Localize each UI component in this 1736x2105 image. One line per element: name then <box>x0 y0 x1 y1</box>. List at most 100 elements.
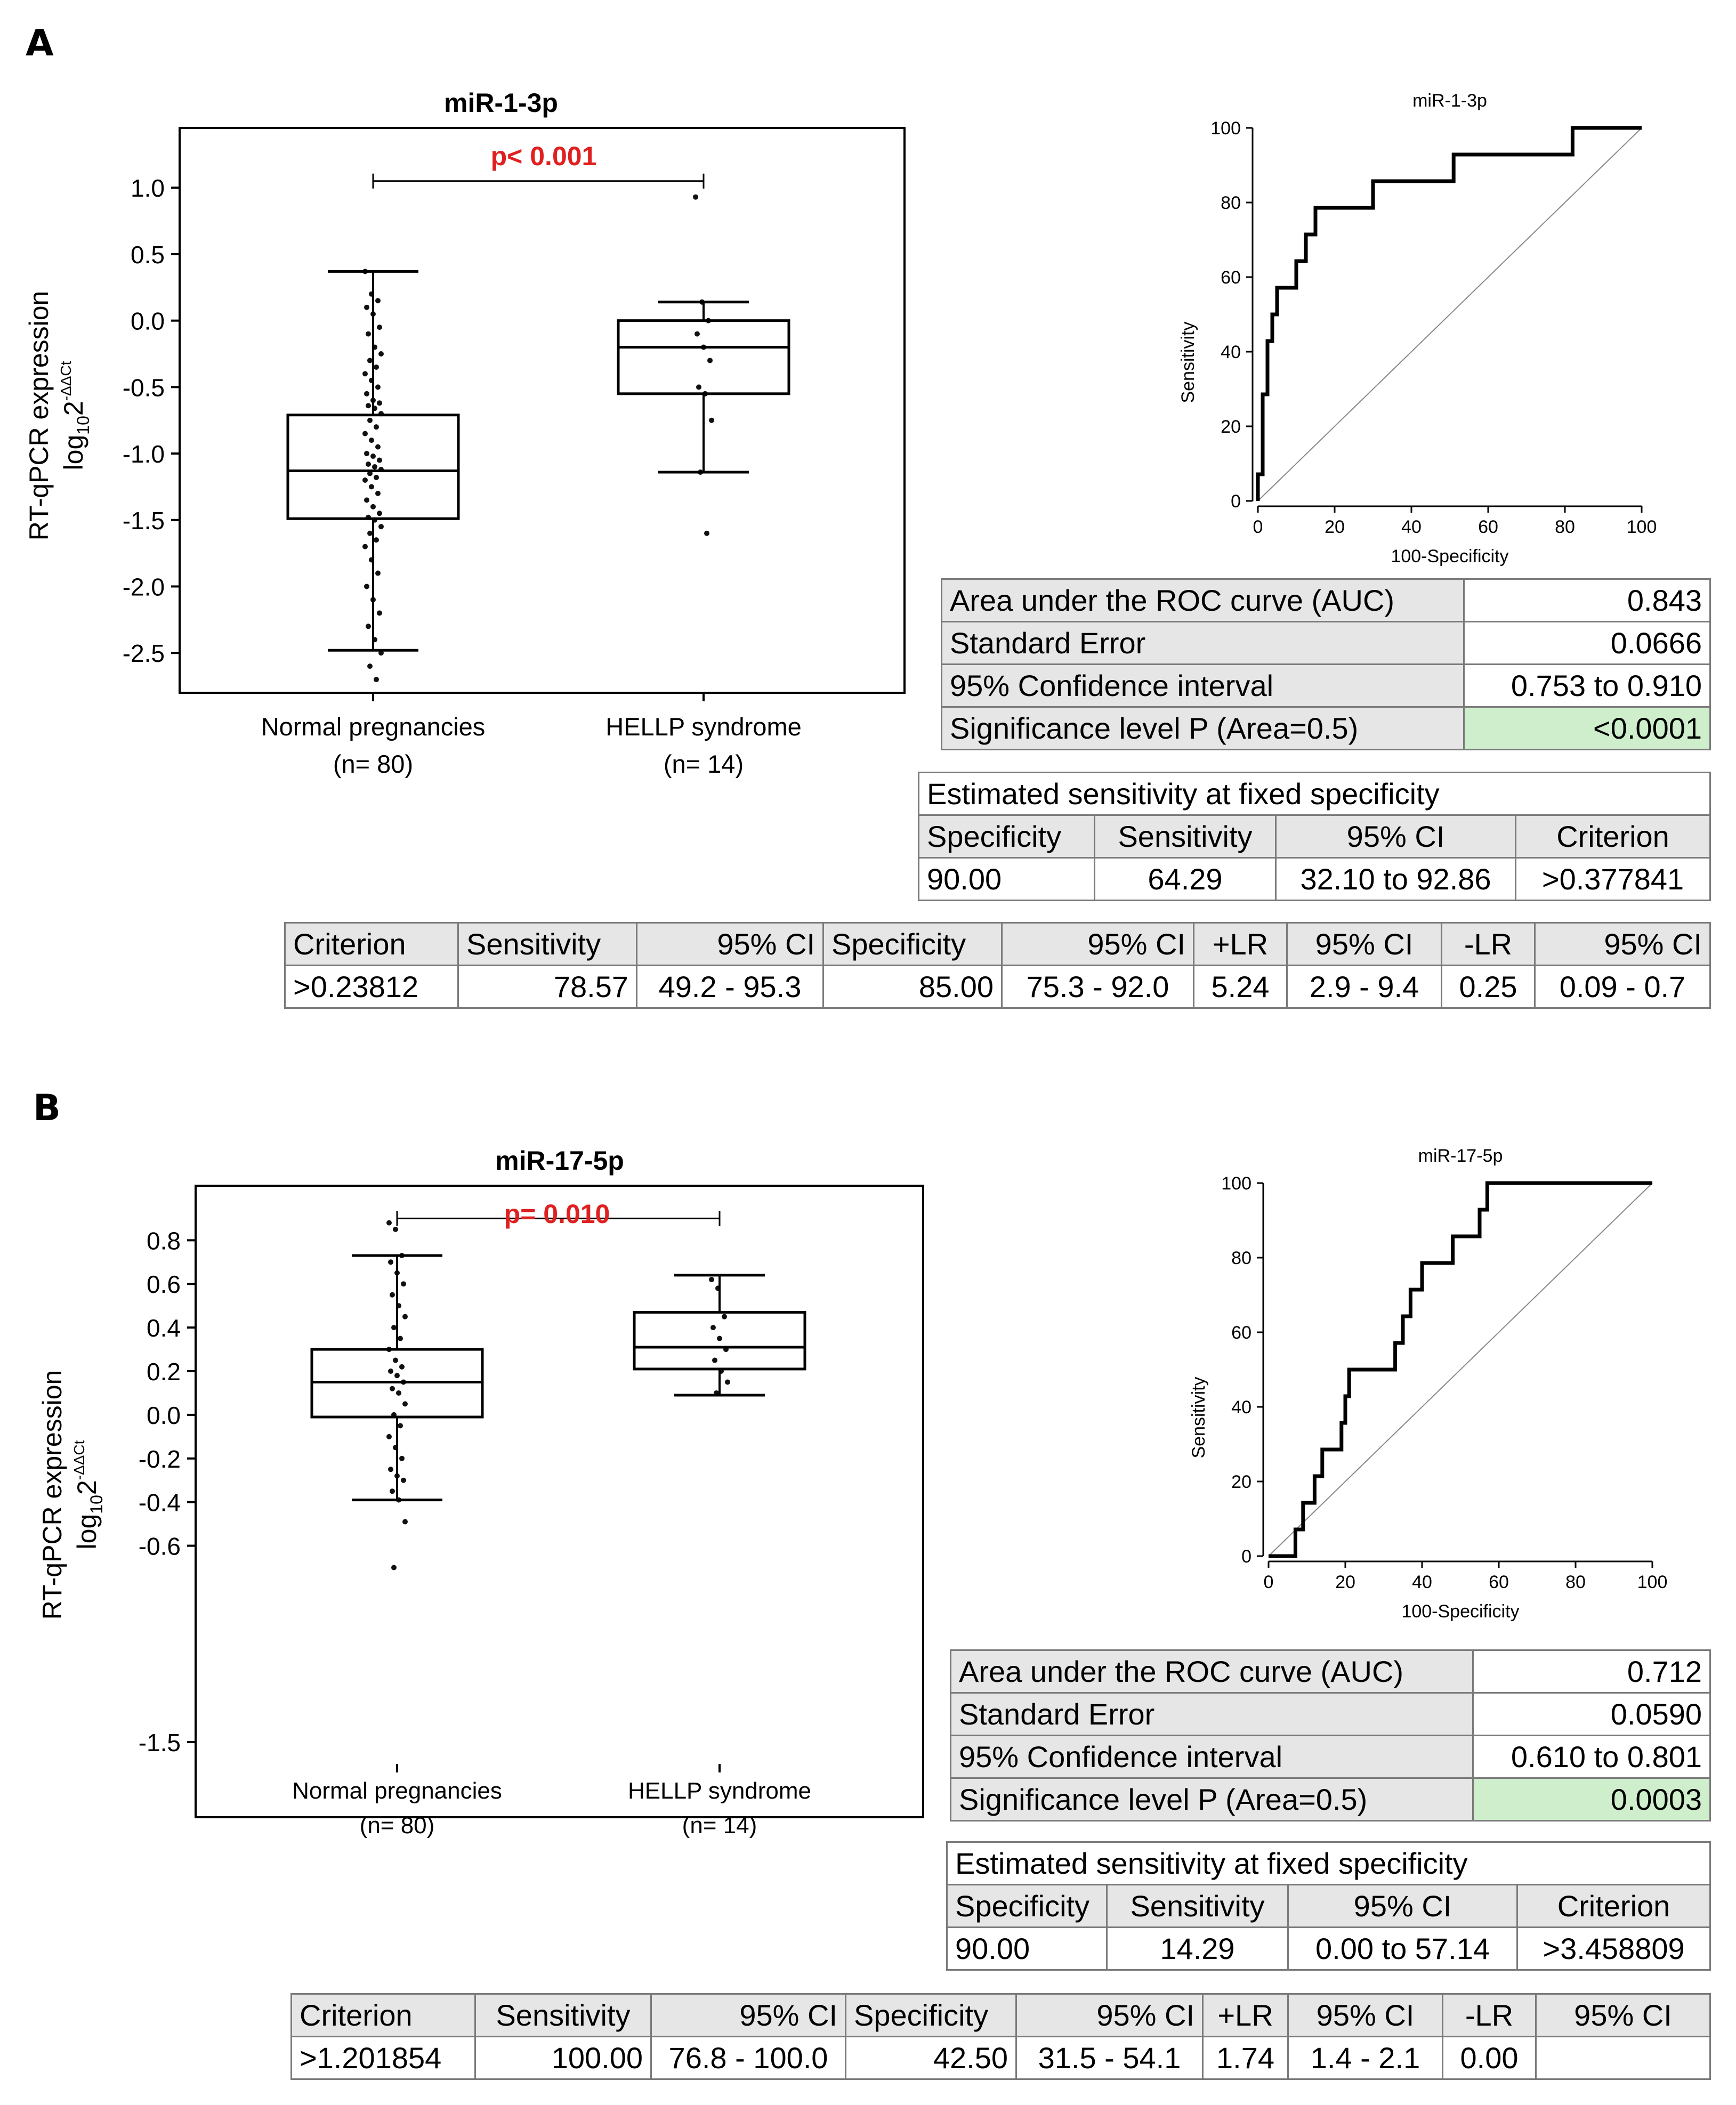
y-tick-label: 0.0 <box>147 1402 181 1429</box>
roc-title: miR-17-5p <box>1418 1146 1503 1166</box>
plot-frame <box>195 1185 924 1818</box>
data-point <box>374 677 379 683</box>
data-point <box>377 511 382 516</box>
data-point <box>402 1401 408 1407</box>
plot-frame <box>179 127 906 694</box>
data-point <box>377 325 382 330</box>
roc-chart: miR-17-5p 0 20 40 60 80 100 0 20 40 60 80 100 100-S… <box>1189 1146 1667 1622</box>
table-row: Area under the ROC curve (AUC) 0.712 <box>950 1649 1711 1694</box>
data-point <box>367 417 373 423</box>
roc-axes: 0 20 40 60 80 100 0 20 40 60 80 100 <box>1221 1173 1667 1592</box>
data-point <box>717 1335 722 1341</box>
group-n-normal: (n= 80) <box>333 750 413 778</box>
significance-bracket <box>372 173 705 189</box>
data-points <box>386 1220 730 1570</box>
data-point <box>367 663 373 669</box>
y-tick-label: 0.8 <box>147 1227 181 1254</box>
data-point <box>364 451 369 457</box>
roc-x-tick-label: 0 <box>1253 517 1263 537</box>
significance-cell: <0.0001 <box>1463 706 1711 750</box>
roc-y-tick-label: 40 <box>1231 1397 1251 1418</box>
reference-diagonal <box>1268 1183 1653 1557</box>
boxplot-chart: miR-1-3p 1.0 0.5 0.0 -0.5 -1.0 -1.5 -2.0 -2.5 p… <box>24 88 906 778</box>
data-point <box>712 1357 717 1363</box>
roc-y-tick-label: 100 <box>1221 1173 1251 1194</box>
data-point <box>693 194 698 200</box>
roc-y-tick-label: 20 <box>1221 417 1241 437</box>
data-points <box>362 194 714 683</box>
roc-x-label: 100-Specificity <box>1391 546 1508 566</box>
y-tick-label: 1.0 <box>131 174 165 202</box>
table-row: Standard Error 0.0590 <box>950 1692 1711 1736</box>
y-tick-label: -0.2 <box>139 1445 181 1473</box>
data-point <box>366 403 371 409</box>
data-point <box>364 391 369 396</box>
data-point <box>399 1455 405 1461</box>
group-n-hellp: (n= 14) <box>664 750 744 778</box>
table-row: 90.00 14.29 0.00 to 57.14 >3.458809 <box>946 1926 1711 1971</box>
y-tick-label: -1.0 <box>123 440 165 468</box>
roc-curve <box>1269 1181 1652 1558</box>
roc-x-tick-label: 40 <box>1412 1572 1432 1592</box>
roc-y-tick-label: 80 <box>1221 193 1241 213</box>
roc-y-tick-label: 80 <box>1231 1248 1251 1268</box>
chart-title: miR-17-5p <box>495 1146 624 1176</box>
panel-letter-a: A <box>26 22 54 64</box>
data-point <box>402 1314 408 1319</box>
data-point <box>378 351 384 357</box>
roc-x-tick-label: 80 <box>1565 1572 1586 1592</box>
data-point <box>704 530 709 536</box>
data-point <box>375 490 381 496</box>
data-point <box>375 570 381 576</box>
data-point <box>364 584 369 589</box>
data-point <box>710 1325 716 1331</box>
group-label-hellp: HELLP syndrome <box>628 1778 811 1804</box>
data-point <box>370 454 376 459</box>
y-axis-label-line1: RT-qPCR expression <box>37 1370 67 1620</box>
box-group <box>286 270 790 652</box>
panel-letter-b: B <box>33 1087 61 1129</box>
data-point <box>390 1292 395 1298</box>
roc-x-label: 100-Specificity <box>1401 1601 1519 1622</box>
data-point <box>709 1277 714 1283</box>
data-point <box>367 358 373 363</box>
table-row: Significance level P (Area=0.5) <0.0001 <box>941 706 1711 750</box>
roc-x-tick-label: 80 <box>1555 517 1575 537</box>
data-point <box>386 1220 392 1226</box>
table-header-row: Criterion Sensitivity 95% CI Specificity… <box>284 922 1711 966</box>
y-tick-label: -0.5 <box>123 374 165 401</box>
data-point <box>695 331 700 337</box>
data-point <box>396 1390 401 1396</box>
y-axis-label-line2: log102-ΔΔCt <box>71 1440 106 1549</box>
table-row: 95% Confidence interval 0.753 to 0.910 <box>941 663 1711 708</box>
roc-y-tick-label: 100 <box>1210 118 1241 139</box>
data-point <box>390 1488 395 1494</box>
group-n-normal: (n= 80) <box>360 1812 435 1839</box>
data-point <box>375 444 381 450</box>
roc-y-tick-label: 0 <box>1231 491 1241 512</box>
data-point <box>388 1259 393 1265</box>
y-tick-label: -0.6 <box>139 1533 181 1560</box>
p-value-label: p< 0.001 <box>491 141 597 171</box>
group-label-normal: Normal pregnancies <box>261 713 486 741</box>
group-label-normal: Normal pregnancies <box>292 1778 502 1804</box>
data-point <box>398 1423 403 1429</box>
roc-x-tick-label: 100 <box>1637 1572 1668 1592</box>
table-row: Standard Error 0.0666 <box>941 621 1711 665</box>
y-axis-label-line2: log102-ΔΔCt <box>58 361 93 470</box>
data-point <box>398 1335 403 1341</box>
table-row: 90.00 64.29 32.10 to 92.86 >0.377841 <box>918 857 1711 901</box>
data-point <box>369 438 374 443</box>
p-value-label: p= 0.010 <box>504 1199 610 1229</box>
criterion-table: Criterion Sensitivity 95% CI Specificity… <box>290 1993 1711 2080</box>
roc-title: miR-1-3p <box>1412 91 1487 111</box>
y-tick-label: 0.5 <box>131 241 165 269</box>
data-point <box>696 384 701 390</box>
roc-y-tick-label: 40 <box>1221 342 1241 362</box>
y-axis: 0.8 0.6 0.4 0.2 0.0 -0.2 -0.4 -0.6 -1.5 <box>139 1227 721 1772</box>
roc-x-tick-label: 60 <box>1489 1572 1509 1592</box>
data-point <box>399 1364 405 1370</box>
roc-x-tick-label: 60 <box>1478 517 1498 537</box>
box <box>286 414 460 520</box>
y-tick-label: 0.6 <box>147 1270 181 1298</box>
